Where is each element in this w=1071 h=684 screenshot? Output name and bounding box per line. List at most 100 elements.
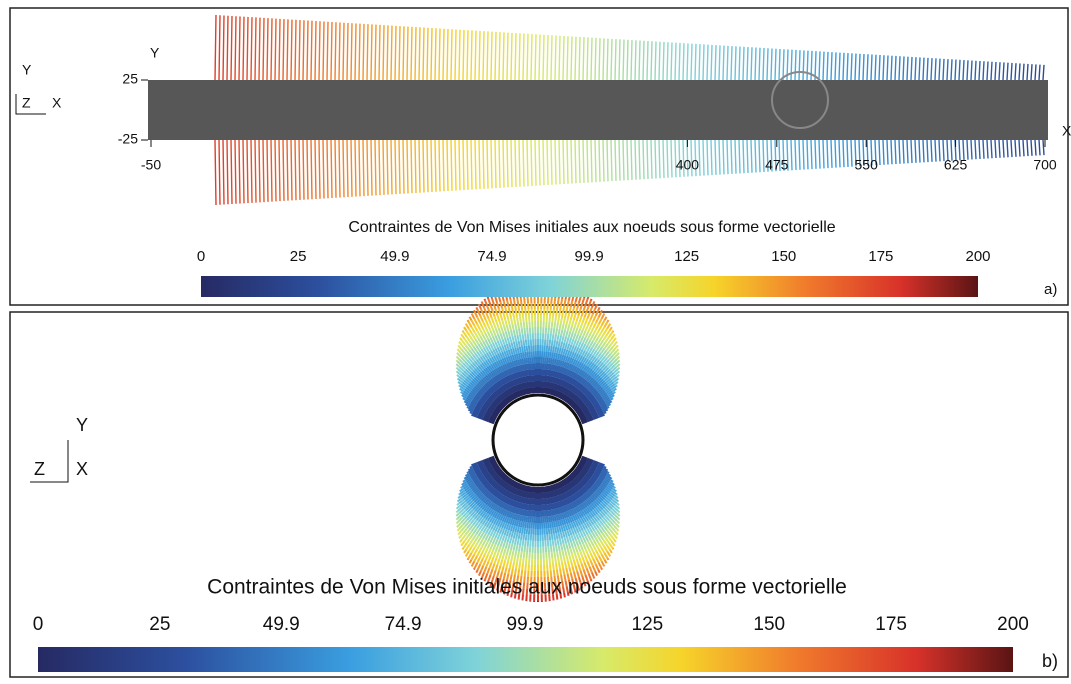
vector	[477, 331, 480, 336]
vector	[514, 342, 515, 348]
vector	[651, 41, 652, 80]
vector	[403, 26, 404, 80]
vector	[667, 140, 668, 178]
vector	[576, 328, 578, 334]
vector	[963, 60, 964, 80]
vector	[525, 364, 526, 370]
vector	[527, 552, 528, 558]
vector	[461, 541, 464, 546]
vector	[771, 48, 772, 80]
vector	[535, 34, 536, 80]
vector	[515, 33, 516, 80]
vector	[655, 140, 656, 178]
vector	[935, 140, 936, 162]
vector	[583, 37, 584, 80]
vector	[815, 140, 816, 169]
vector	[531, 140, 532, 186]
vector	[263, 140, 264, 202]
vector	[515, 539, 516, 545]
vector	[555, 558, 556, 564]
vector	[612, 548, 613, 550]
vector	[447, 29, 448, 80]
vector	[560, 323, 561, 329]
vector	[599, 38, 600, 80]
vector	[566, 319, 567, 325]
vector	[489, 556, 491, 562]
vector	[575, 321, 577, 327]
vector	[519, 545, 520, 551]
vector	[583, 544, 585, 550]
vector	[571, 36, 572, 80]
vector	[591, 540, 594, 545]
vector	[579, 316, 581, 322]
vector	[516, 311, 517, 317]
vector	[547, 364, 548, 370]
vector	[520, 335, 521, 341]
vector	[515, 348, 516, 354]
vector	[499, 296, 501, 302]
vector	[552, 316, 553, 322]
vector	[219, 140, 220, 205]
vector	[477, 317, 480, 322]
vector	[767, 48, 768, 80]
vector	[531, 505, 532, 511]
vector	[556, 310, 557, 316]
vector	[545, 357, 546, 363]
vector	[507, 530, 509, 536]
vector	[505, 536, 507, 542]
vector	[480, 323, 483, 328]
vector	[795, 140, 796, 170]
vector	[574, 541, 576, 547]
vector	[562, 336, 563, 342]
vector	[456, 513, 459, 516]
vector	[735, 140, 736, 174]
vector	[955, 60, 956, 80]
vector	[524, 516, 525, 522]
vector	[514, 532, 515, 538]
vector	[671, 42, 672, 80]
vector	[488, 542, 491, 547]
vector	[519, 140, 520, 187]
vector	[823, 52, 824, 80]
vector	[524, 346, 525, 352]
vector	[580, 323, 582, 329]
vector	[243, 17, 244, 80]
vector	[835, 140, 836, 168]
vector	[552, 558, 553, 564]
vector	[495, 297, 497, 303]
vector	[947, 59, 948, 80]
vector	[519, 353, 520, 359]
vector	[565, 343, 567, 349]
vector	[551, 140, 552, 185]
vector	[485, 327, 488, 332]
vector	[299, 140, 300, 200]
vector	[527, 522, 528, 528]
vector	[550, 540, 551, 546]
vector	[567, 140, 568, 184]
vector	[505, 555, 507, 561]
vector	[604, 553, 607, 558]
vector	[483, 314, 485, 320]
vector	[519, 521, 520, 527]
vector	[555, 335, 556, 341]
vector	[447, 140, 448, 191]
vector	[556, 353, 557, 359]
vector	[575, 553, 577, 559]
vector	[617, 503, 619, 505]
vector	[503, 140, 504, 188]
vector	[480, 316, 483, 321]
vector	[435, 28, 436, 80]
vector	[497, 552, 499, 558]
vector	[547, 510, 548, 516]
vector	[567, 530, 569, 536]
vector	[574, 314, 576, 320]
vector	[795, 50, 796, 80]
vector	[1035, 140, 1036, 156]
vector	[363, 140, 364, 196]
vector	[617, 349, 619, 351]
vector	[493, 330, 495, 336]
vector	[510, 537, 512, 543]
vector	[987, 140, 988, 158]
vector	[1043, 65, 1044, 80]
vector	[247, 17, 248, 80]
